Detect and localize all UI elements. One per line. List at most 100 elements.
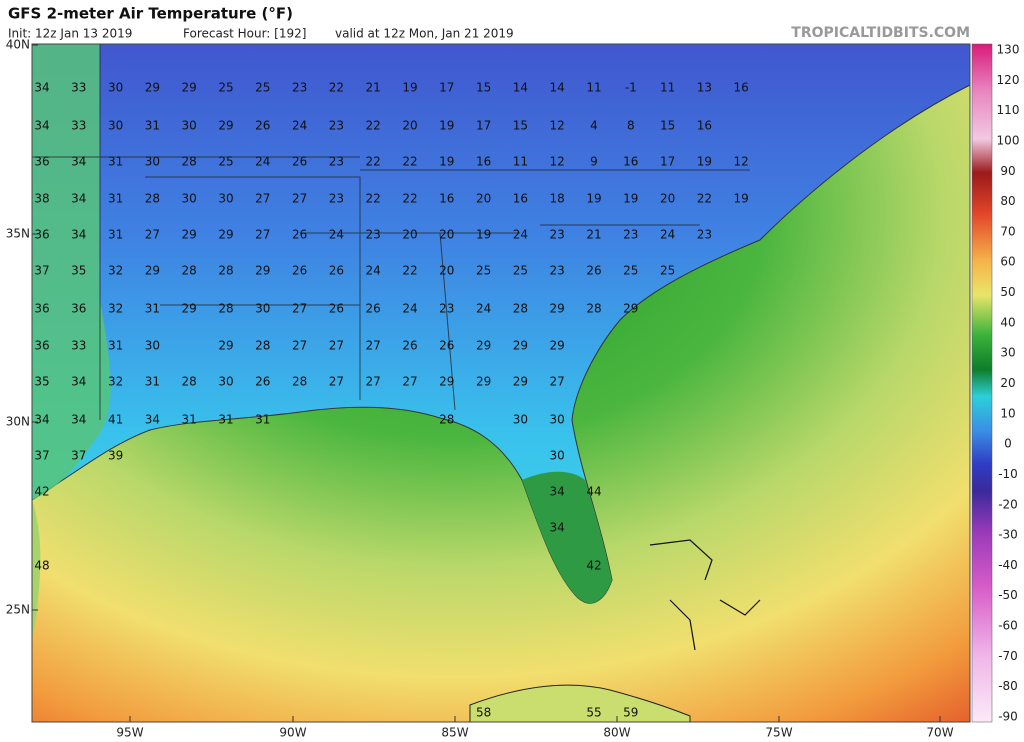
temperature-label: 19 bbox=[586, 192, 601, 206]
temperature-label: 25 bbox=[218, 155, 233, 169]
temperature-label: 34 bbox=[34, 81, 49, 95]
temperature-label: 37 bbox=[34, 264, 49, 278]
temperature-label: 22 bbox=[366, 119, 381, 133]
temperature-labels: 34 33 30 29 29 25 25 23 22 21 19 17 15 14 14 11 -1 11 13 16… bbox=[34, 81, 748, 720]
temperature-label: 33 bbox=[71, 81, 86, 95]
temperature-label: 27 bbox=[329, 339, 344, 353]
temperature-label: 34 bbox=[550, 485, 565, 499]
temperature-label: 35 bbox=[34, 375, 49, 389]
temperature-label: 31 bbox=[145, 375, 160, 389]
temperature-label: 25 bbox=[623, 264, 638, 278]
site-name[interactable]: TROPICALTIDBITS.COM bbox=[791, 25, 970, 41]
latitude-label: 40N bbox=[6, 38, 30, 52]
temperature-label: 25 bbox=[513, 264, 528, 278]
temperature-label: 19 bbox=[402, 81, 417, 95]
temperature-label: 29 bbox=[182, 81, 197, 95]
temperature-label: 31 bbox=[182, 413, 197, 427]
temperature-label: 23 bbox=[292, 81, 307, 95]
temperature-label: 16 bbox=[476, 155, 491, 169]
temperature-label: 29 bbox=[513, 375, 528, 389]
temperature-label: 29 bbox=[439, 375, 454, 389]
temperature-label: 29 bbox=[218, 119, 233, 133]
temperature-label: 31 bbox=[145, 302, 160, 316]
florida-warm-region bbox=[522, 471, 612, 604]
temperature-label: 20 bbox=[660, 192, 675, 206]
colorbar-label: 50 bbox=[1000, 285, 1015, 299]
colorbar-label: 60 bbox=[1000, 255, 1015, 269]
temperature-label: 36 bbox=[34, 302, 49, 316]
temperature-label: 34 bbox=[34, 119, 49, 133]
temperature-label: 14 bbox=[550, 81, 565, 95]
temperature-label: 26 bbox=[292, 264, 307, 278]
temperature-label: 18 bbox=[550, 192, 565, 206]
temperature-label: 27 bbox=[255, 228, 270, 242]
temperature-label: 28 bbox=[218, 264, 233, 278]
temperature-label: 16 bbox=[734, 81, 749, 95]
latitude-label: 30N bbox=[6, 415, 30, 429]
temperature-label: 26 bbox=[366, 302, 381, 316]
temperature-label: 27 bbox=[366, 339, 381, 353]
temperature-label: 34 bbox=[550, 521, 565, 535]
temperature-label: 12 bbox=[734, 155, 749, 169]
temperature-label: 20 bbox=[402, 119, 417, 133]
temperature-label: 13 bbox=[697, 81, 712, 95]
temperature-label: 25 bbox=[255, 81, 270, 95]
temperature-label: 14 bbox=[513, 81, 528, 95]
colorbar-label: 90 bbox=[1000, 164, 1015, 178]
temperature-label: 37 bbox=[71, 449, 86, 463]
temperature-label: 19 bbox=[623, 192, 638, 206]
temperature-label: 9 bbox=[590, 155, 598, 169]
colorbar-label: 40 bbox=[1000, 315, 1015, 329]
temperature-label: 22 bbox=[402, 155, 417, 169]
temperature-label: 15 bbox=[660, 119, 675, 133]
cuba bbox=[469, 684, 691, 723]
temperature-label: 59 bbox=[623, 706, 638, 720]
colorbar-label: -60 bbox=[998, 619, 1018, 633]
temperature-label: 26 bbox=[329, 264, 344, 278]
texas-warm-region bbox=[32, 44, 111, 500]
temperature-label: 39 bbox=[108, 449, 123, 463]
temperature-label: 31 bbox=[255, 413, 270, 427]
colorbar-label: 120 bbox=[997, 73, 1020, 87]
temperature-label: 8 bbox=[627, 119, 635, 133]
temperature-label: 16 bbox=[513, 192, 528, 206]
temperature-label: 21 bbox=[366, 81, 381, 95]
temperature-label: 30 bbox=[182, 119, 197, 133]
temperature-label: 36 bbox=[71, 302, 86, 316]
temperature-label: 25 bbox=[218, 81, 233, 95]
colorbar-label: -30 bbox=[998, 528, 1018, 542]
texas-coast bbox=[32, 500, 41, 640]
temperature-label: 27 bbox=[550, 375, 565, 389]
temperature-label: 26 bbox=[329, 302, 344, 316]
temperature-label: 31 bbox=[108, 339, 123, 353]
temperature-label: 20 bbox=[402, 228, 417, 242]
temperature-label: 33 bbox=[71, 339, 86, 353]
temperature-label: 16 bbox=[697, 119, 712, 133]
temperature-label: 21 bbox=[586, 228, 601, 242]
temperature-label: 27 bbox=[402, 375, 417, 389]
temperature-label: 27 bbox=[366, 375, 381, 389]
colorbar-label: 80 bbox=[1000, 194, 1015, 208]
temperature-label: 11 bbox=[586, 81, 601, 95]
latitude-label: 25N bbox=[6, 603, 30, 617]
temperature-label: 42 bbox=[586, 559, 601, 573]
longitude-label: 70W bbox=[926, 726, 953, 740]
temperature-label: 31 bbox=[108, 155, 123, 169]
temperature-label: 19 bbox=[439, 155, 454, 169]
temperature-label: 35 bbox=[71, 264, 86, 278]
temperature-label: 30 bbox=[182, 192, 197, 206]
temperature-label: 27 bbox=[292, 192, 307, 206]
temperature-label: 23 bbox=[550, 228, 565, 242]
temperature-label: 32 bbox=[108, 264, 123, 278]
temperature-label: 29 bbox=[182, 302, 197, 316]
temperature-label: 26 bbox=[402, 339, 417, 353]
valid-time: valid at 12z Mon, Jan 21 2019 bbox=[335, 27, 514, 41]
temperature-label: 23 bbox=[623, 228, 638, 242]
temperature-label: 27 bbox=[292, 339, 307, 353]
temperature-label: 16 bbox=[623, 155, 638, 169]
temperature-label: 34 bbox=[71, 192, 86, 206]
longitude-label: 95W bbox=[116, 726, 143, 740]
temperature-label: 34 bbox=[34, 413, 49, 427]
temperature-label: 31 bbox=[145, 119, 160, 133]
